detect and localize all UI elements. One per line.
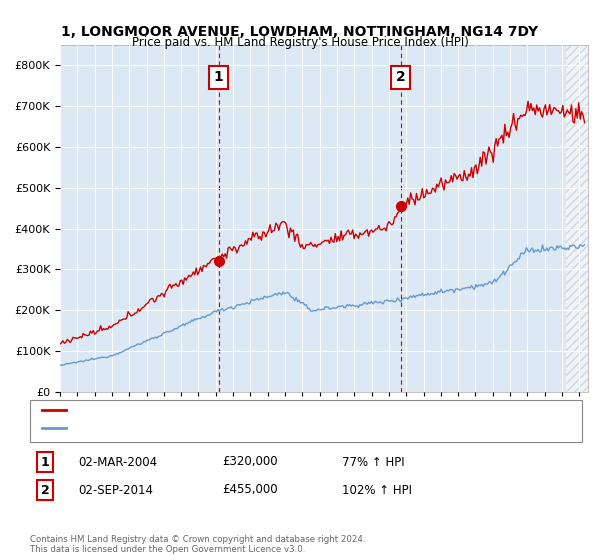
Text: HPI: Average price, detached house, Newark and Sherwood: HPI: Average price, detached house, Newa…	[69, 423, 379, 433]
Text: 1: 1	[41, 455, 49, 469]
Bar	[566, 45, 590, 392]
Text: 2: 2	[41, 483, 49, 497]
Text: 1, LONGMOOR AVENUE, LOWDHAM, NOTTINGHAM, NG14 7DY: 1, LONGMOOR AVENUE, LOWDHAM, NOTTINGHAM,…	[61, 25, 539, 39]
Text: 02-MAR-2004: 02-MAR-2004	[78, 455, 157, 469]
Text: 2: 2	[395, 71, 406, 85]
Text: 77% ↑ HPI: 77% ↑ HPI	[342, 455, 404, 469]
Text: Price paid vs. HM Land Registry's House Price Index (HPI): Price paid vs. HM Land Registry's House …	[131, 36, 469, 49]
Text: £455,000: £455,000	[222, 483, 278, 497]
Text: £320,000: £320,000	[222, 455, 278, 469]
Text: 1: 1	[214, 71, 224, 85]
Text: Contains HM Land Registry data © Crown copyright and database right 2024.
This d: Contains HM Land Registry data © Crown c…	[30, 535, 365, 554]
Text: 02-SEP-2014: 02-SEP-2014	[78, 483, 153, 497]
Text: 102% ↑ HPI: 102% ↑ HPI	[342, 483, 412, 497]
Text: 1, LONGMOOR AVENUE, LOWDHAM, NOTTINGHAM, NG14 7DY (detached house): 1, LONGMOOR AVENUE, LOWDHAM, NOTTINGHAM,…	[69, 405, 484, 416]
